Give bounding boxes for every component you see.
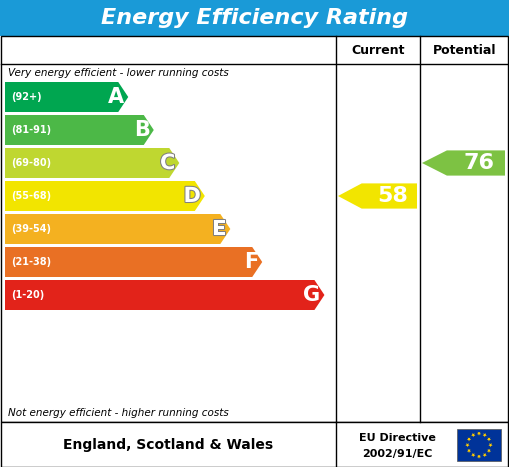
Bar — [457, 429, 501, 461]
Bar — [1, 36, 508, 422]
Text: (21-38): (21-38) — [11, 257, 51, 267]
Text: (81-91): (81-91) — [11, 125, 51, 135]
Text: EU Directive: EU Directive — [359, 433, 436, 443]
Text: Not energy efficient - higher running costs: Not energy efficient - higher running co… — [8, 408, 229, 418]
Polygon shape — [471, 433, 475, 437]
Text: A: A — [108, 87, 124, 107]
Text: Current: Current — [351, 43, 405, 57]
Text: C: C — [160, 153, 175, 173]
Text: E: E — [212, 219, 227, 239]
Text: England, Scotland & Wales: England, Scotland & Wales — [63, 438, 273, 452]
Text: Very energy efficient - lower running costs: Very energy efficient - lower running co… — [8, 68, 229, 78]
Polygon shape — [5, 280, 324, 310]
Text: (92+): (92+) — [11, 92, 42, 102]
Text: (55-68): (55-68) — [11, 191, 51, 201]
Polygon shape — [5, 148, 179, 178]
Text: (1-20): (1-20) — [11, 290, 44, 300]
Polygon shape — [5, 247, 262, 277]
Polygon shape — [483, 453, 487, 457]
Polygon shape — [5, 115, 154, 145]
Text: (69-80): (69-80) — [11, 158, 51, 168]
Polygon shape — [487, 449, 491, 453]
Polygon shape — [477, 432, 481, 436]
Text: Energy Efficiency Rating: Energy Efficiency Rating — [101, 8, 408, 28]
Polygon shape — [471, 453, 475, 457]
Text: D: D — [184, 186, 201, 206]
Polygon shape — [489, 443, 493, 447]
Bar — [1, 422, 508, 467]
Polygon shape — [465, 443, 470, 447]
Polygon shape — [477, 455, 481, 459]
Polygon shape — [487, 438, 491, 441]
Text: 2002/91/EC: 2002/91/EC — [362, 449, 433, 460]
Polygon shape — [5, 82, 128, 112]
Text: G: G — [303, 285, 321, 305]
Polygon shape — [483, 433, 487, 437]
Text: 58: 58 — [377, 186, 408, 206]
Text: B: B — [134, 120, 150, 140]
Text: Potential: Potential — [433, 43, 496, 57]
Polygon shape — [5, 214, 231, 244]
Polygon shape — [467, 449, 471, 453]
Polygon shape — [422, 150, 505, 176]
Text: F: F — [244, 252, 258, 272]
Polygon shape — [338, 184, 417, 209]
Text: (39-54): (39-54) — [11, 224, 51, 234]
Text: 76: 76 — [464, 153, 494, 173]
Polygon shape — [5, 181, 205, 211]
Polygon shape — [467, 438, 471, 441]
Bar — [0, 0, 509, 36]
